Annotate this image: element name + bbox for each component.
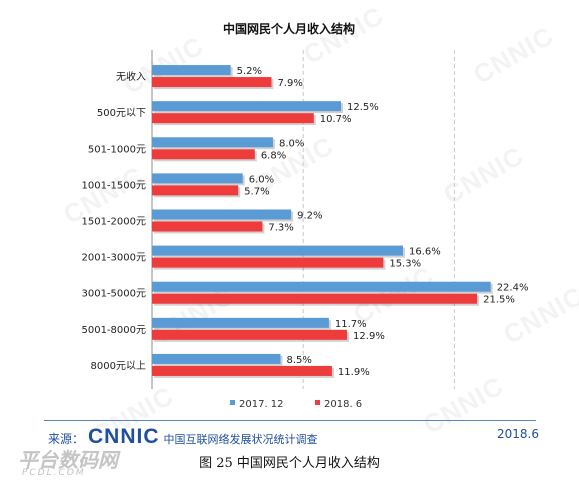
data-label: 10.7% <box>320 114 352 125</box>
category-label: 8000元以上 <box>91 360 146 372</box>
footer-source: 来源： CNNIC 中国互联网络发展状况统计调查 <box>48 425 318 449</box>
bar-2017-12 <box>152 245 403 256</box>
source-org: 中国互联网络发展状况统计调查 <box>163 433 318 446</box>
bar-2017-12 <box>152 173 243 184</box>
data-label: 16.6% <box>409 247 441 258</box>
bar-2017-12 <box>152 317 329 328</box>
data-label: 12.9% <box>353 331 385 342</box>
bars: 无收入 5.2% 7.9% 500元以下 12.5%10.7% 501-1000元 8.0%… <box>81 65 528 378</box>
site-watermark-logo: 平台数码网 <box>18 450 118 472</box>
legend: 2017. 12 2018. 6 <box>230 399 362 410</box>
data-label: 12.5% <box>347 102 379 113</box>
bar-2018-6 <box>152 113 314 124</box>
category-label: 500元以下 <box>97 108 146 119</box>
legend-label: 2018. 6 <box>324 399 362 410</box>
bar-2017-12 <box>152 281 491 292</box>
category-label: 1501-2000元 <box>81 217 146 228</box>
category-label: 501-1000元 <box>88 144 146 155</box>
bar-2018-6 <box>152 257 384 268</box>
bar-2018-6 <box>152 221 263 232</box>
footer-divider <box>44 420 536 421</box>
category-label: 2001-3000元 <box>81 253 146 264</box>
category-label: 5001-8000元 <box>81 325 146 336</box>
bar-2017-12 <box>152 101 341 112</box>
bar-2017-12 <box>152 137 273 148</box>
bar-chart: 中国网民个人月收入结构 无收入 5.2% 7.9% 500元以下 12.5%10.7% 5… <box>81 21 528 410</box>
data-label: 5.2% <box>237 66 262 77</box>
bar-2018-6 <box>152 329 348 340</box>
data-label: 15.3% <box>389 259 421 270</box>
data-label: 7.9% <box>277 78 302 89</box>
legend-swatch <box>315 400 320 405</box>
figure-caption: 图 25 中国网民个人月收入结构 <box>199 456 380 471</box>
data-label: 6.0% <box>249 174 274 185</box>
bar-2018-6 <box>152 185 239 196</box>
data-label: 11.9% <box>338 367 370 378</box>
category-label: 无收入 <box>116 70 146 83</box>
legend-swatch <box>230 400 235 405</box>
bar-2018-6 <box>152 77 272 88</box>
data-label: 22.4% <box>497 283 529 294</box>
footer-date: 2018.6 <box>497 427 539 441</box>
bar-2017-12 <box>152 209 292 220</box>
bar-2018-6 <box>152 293 478 304</box>
bar-2018-6 <box>152 365 332 376</box>
data-label: 8.5% <box>287 355 312 366</box>
bar-2018-6 <box>152 149 255 160</box>
site-watermark-sub: PCDL.COM <box>22 468 86 478</box>
data-label: 8.0% <box>279 138 304 149</box>
bar-2017-12 <box>152 65 231 76</box>
cnnic-logo: CNNIC <box>88 425 160 448</box>
bar-2017-12 <box>152 353 281 364</box>
data-label: 11.7% <box>335 319 367 330</box>
data-label: 21.5% <box>483 295 515 306</box>
category-label: 3001-5000元 <box>81 289 146 300</box>
chart-title: 中国网民个人月收入结构 <box>223 21 355 36</box>
data-label: 6.8% <box>261 150 286 161</box>
data-label: 7.3% <box>268 223 293 234</box>
legend-label: 2017. 12 <box>239 399 284 410</box>
data-label: 9.2% <box>297 211 322 222</box>
data-label: 5.7% <box>244 186 269 197</box>
category-label: 1001-1500元 <box>81 180 146 191</box>
source-label: 来源： <box>48 432 85 446</box>
